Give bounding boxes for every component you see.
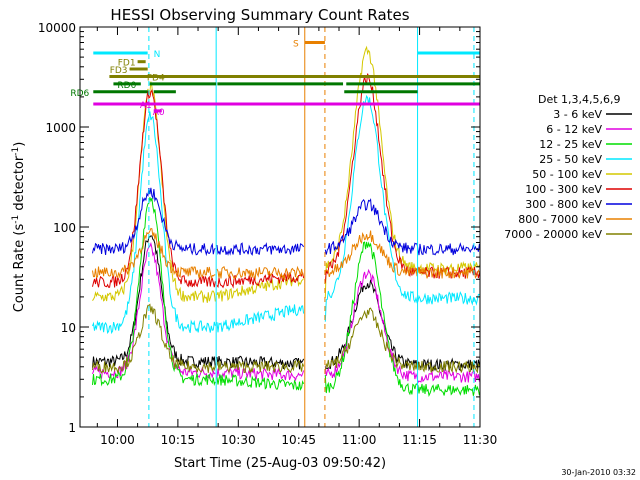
series-line-8 <box>92 303 216 375</box>
y-axis-label: Count Rate (s-1 detector-1) <box>11 142 27 313</box>
series-line-1 <box>324 268 480 384</box>
legend-label-7: 800 - 7000 keV <box>518 213 602 226</box>
series-line-3 <box>92 111 216 335</box>
legend-label-2: 12 - 25 keV <box>539 138 602 151</box>
series-line-7 <box>216 265 304 281</box>
x-tick-label-4: 11:00 <box>342 433 377 447</box>
legend: Det 1,3,4,5,6,9 3 - 6 keV 6 - 12 keV 12 - … <box>504 93 632 241</box>
flag-label-n: N <box>154 50 161 60</box>
y-tick-label-2: 100 <box>53 221 76 235</box>
x-tick-label-1: 10:15 <box>161 433 196 447</box>
series-line-7 <box>92 227 216 281</box>
series-line-2 <box>324 241 480 398</box>
y-axis: 1 10 100 1000 10000 <box>38 21 480 435</box>
x-tick-label-3: 10:45 <box>281 433 316 447</box>
series-line-4 <box>324 45 480 299</box>
legend-label-3: 25 - 50 keV <box>539 153 602 166</box>
x-axis: 10:00 10:15 10:30 10:45 11:00 11:15 11:30 <box>96 27 498 447</box>
series-line-3 <box>216 304 305 333</box>
x-tick-label-0: 10:00 <box>100 433 135 447</box>
x-tick-label-6: 11:30 <box>463 433 498 447</box>
series-traces <box>92 45 480 398</box>
legend-label-5: 100 - 300 keV <box>525 183 602 196</box>
date-stamp: 30-Jan-2010 03:32 <box>561 468 636 477</box>
legend-label-6: 300 - 800 keV <box>525 198 602 211</box>
y-tick-label-4: 10000 <box>38 21 76 35</box>
y-tick-label-1: 10 <box>61 321 76 335</box>
series-line-6 <box>92 187 216 257</box>
flag-label-a0: A0 <box>153 108 165 118</box>
flag-label-fd3: FD3 <box>110 66 128 76</box>
series-line-5 <box>92 89 216 288</box>
series-line-6 <box>324 198 480 256</box>
series-line-8 <box>216 360 305 374</box>
legend-label-4: 50 - 100 keV <box>532 168 602 181</box>
y-tick-label-3: 1000 <box>45 121 76 135</box>
series-line-5 <box>324 73 480 284</box>
legend-title: Det 1,3,4,5,6,9 <box>538 93 621 106</box>
flag-label-fd4: FD4 <box>147 73 165 83</box>
x-tick-label-2: 10:30 <box>221 433 256 447</box>
x-tick-label-5: 11:15 <box>402 433 437 447</box>
flag-label-s: S <box>293 39 299 49</box>
legend-label-0: 3 - 6 keV <box>553 108 602 121</box>
chart-title: HESSI Observing Summary Count Rates <box>110 6 409 24</box>
legend-label-8: 7000 - 20000 keV <box>504 228 602 241</box>
flag-label-a1: A1 <box>140 101 152 111</box>
flag-label-rd0: RD0 <box>117 81 136 91</box>
series-line-2 <box>92 197 216 387</box>
x-axis-label: Start Time (25-Aug-03 09:50:42) <box>174 456 386 471</box>
legend-label-1: 6 - 12 keV <box>546 123 602 136</box>
series-line-5 <box>216 271 305 289</box>
flag-label-fd1: FD1 <box>118 59 136 69</box>
series-line-7 <box>324 230 480 279</box>
series-line-3 <box>324 94 480 322</box>
y-tick-label-0: 1 <box>68 421 76 435</box>
series-line-6 <box>216 242 305 256</box>
series-line-2 <box>216 373 305 391</box>
series-line-1 <box>92 241 216 380</box>
series-line-8 <box>324 307 480 374</box>
